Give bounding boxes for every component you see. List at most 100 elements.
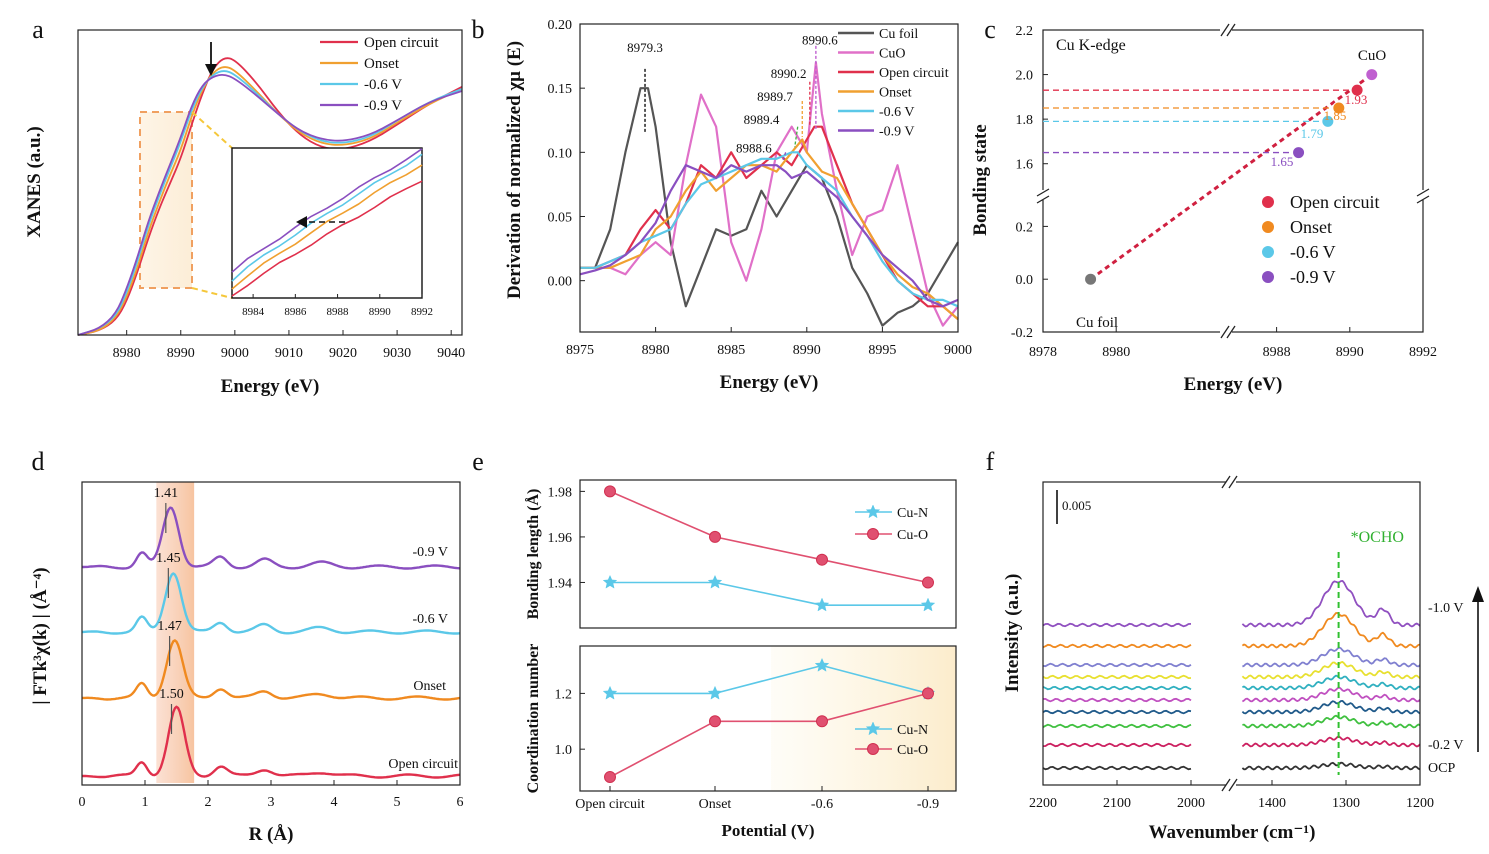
legend-label: -0.6 V: [879, 105, 915, 120]
x-tick-label: 2100: [1103, 796, 1131, 811]
panel-label: f: [986, 447, 995, 476]
inset-tick-label: 8984: [242, 306, 265, 318]
connector-line: [191, 111, 233, 149]
x-tick-label: -0.9: [917, 797, 939, 812]
legend-label: Cu foil: [879, 27, 918, 42]
legend-label: Open circuit: [1290, 192, 1379, 212]
axis-break-gap: [1220, 327, 1232, 337]
x-tick-label: Onset: [699, 797, 732, 812]
spectrum-line: [1042, 742, 1192, 748]
axis-break: [1228, 778, 1238, 792]
y-tick-label: 2.0: [1016, 69, 1034, 84]
legend-marker: [1262, 246, 1274, 258]
x-tick-label: 2200: [1029, 796, 1057, 811]
y-axis-label: Intensity (a.u.): [1002, 574, 1023, 693]
decrease-arrow-head: [205, 64, 217, 76]
x-tick-label: 9030: [383, 346, 411, 361]
peak-marker: [781, 152, 787, 162]
x-tick-label: 8975: [566, 343, 594, 358]
inset-line-3: [231, 148, 423, 273]
axes-frame-a: [77, 29, 463, 336]
y-tick-label: 1.98: [548, 485, 573, 500]
xanes-line-3: [77, 73, 463, 336]
potential-arrow-head: [1472, 586, 1484, 602]
series-label: -0.6 V: [412, 612, 448, 627]
legend-marker: [1262, 221, 1274, 233]
x-tick-label: 6: [457, 795, 464, 810]
x-tick-label: 8985: [717, 343, 745, 358]
x-tick-label: 5: [394, 795, 401, 810]
peak-annotation: 8989.7: [757, 89, 793, 104]
legend-marker: [1262, 271, 1274, 283]
x-tick-label: 2000: [1177, 796, 1205, 811]
inset-tick-label: 8986: [284, 306, 307, 318]
y-tick-label: 1.2: [555, 687, 573, 702]
x-tick-label: 3: [268, 795, 275, 810]
x-tick-label: 9010: [275, 346, 303, 361]
ocho-label: *OCHO: [1351, 529, 1404, 546]
star-marker: [814, 657, 830, 672]
axis-break: [1221, 778, 1231, 792]
data-point: [1365, 68, 1379, 82]
legend-label: Open circuit: [879, 66, 949, 81]
panel-label: d: [32, 447, 45, 476]
spectrum-line: [1042, 622, 1192, 628]
axis-break-gap: [1226, 476, 1236, 488]
axis-break: [1228, 475, 1238, 489]
derivative-line-4: [580, 151, 959, 308]
inset-line-1: [231, 164, 423, 290]
y-axis-label: XANES (a.u.): [24, 126, 45, 237]
inset-line-2: [231, 153, 423, 282]
x-tick-label: 8990: [1336, 345, 1364, 360]
axis-break: [1416, 195, 1430, 204]
data-point: [1084, 272, 1098, 286]
inset-line-0: [231, 180, 423, 297]
axis-break: [1226, 23, 1236, 37]
ft-line-3: [82, 705, 461, 779]
ft-line-0: [82, 506, 461, 570]
axis-break: [1220, 23, 1230, 37]
axes-frame-e: [579, 645, 957, 792]
peak-label: 1.47: [157, 619, 182, 634]
point-label: Cu foil: [1076, 315, 1118, 331]
legend-label: Onset: [364, 56, 400, 72]
spectrum-line: [1042, 674, 1192, 680]
legend-circle: [867, 528, 879, 540]
point-label: CuO: [1358, 48, 1387, 64]
highlight-region: [771, 646, 956, 791]
y-axis-label: Derivation of normalized χμ (E): [504, 41, 525, 299]
x-tick-label: -0.6: [811, 797, 833, 812]
x-tick-label: 8978: [1029, 345, 1057, 360]
spectrum-line: [1241, 612, 1421, 649]
x-axis-label: R (Å): [249, 824, 294, 845]
x-tick-label: 8990: [793, 343, 821, 358]
spectrum-line: [1241, 700, 1421, 715]
axes-frame-b: [579, 23, 959, 333]
zoom-box: [139, 111, 193, 289]
y-tick-label: 0.10: [548, 146, 573, 161]
derivative-line-0: [580, 87, 959, 327]
x-tick-label: 8980: [1102, 345, 1130, 360]
legend-label: Open circuit: [364, 35, 439, 51]
legend-marker: [1262, 196, 1274, 208]
x-tick-label: 8980: [642, 343, 670, 358]
point-value: 1.65: [1271, 154, 1294, 169]
data-point: [1350, 83, 1364, 97]
inset-tick-label: 8988: [327, 306, 350, 318]
inset-tick-label: 8990: [369, 306, 392, 318]
chart-title: Cu K-edge: [1056, 37, 1126, 54]
y-axis-label: | FTk³χ(k) | (Å⁻⁴): [30, 567, 51, 704]
spectrum-line: [1241, 761, 1421, 771]
x-tick-label: 1: [142, 795, 149, 810]
x-tick-label: 1300: [1332, 796, 1360, 811]
spectrum-line: [1241, 686, 1421, 703]
point-value: 1.79: [1301, 126, 1324, 141]
x-tick-label: 4: [331, 795, 338, 810]
y-tick-label: 2.2: [1016, 24, 1034, 39]
series-label: -0.2 V: [1428, 738, 1464, 753]
star-marker: [602, 685, 618, 700]
legend-label: -0.9 V: [1290, 267, 1336, 287]
axis-break: [1221, 475, 1231, 489]
spectrum-line: [1042, 685, 1192, 691]
peak-annotation: 8990.2: [771, 66, 807, 81]
